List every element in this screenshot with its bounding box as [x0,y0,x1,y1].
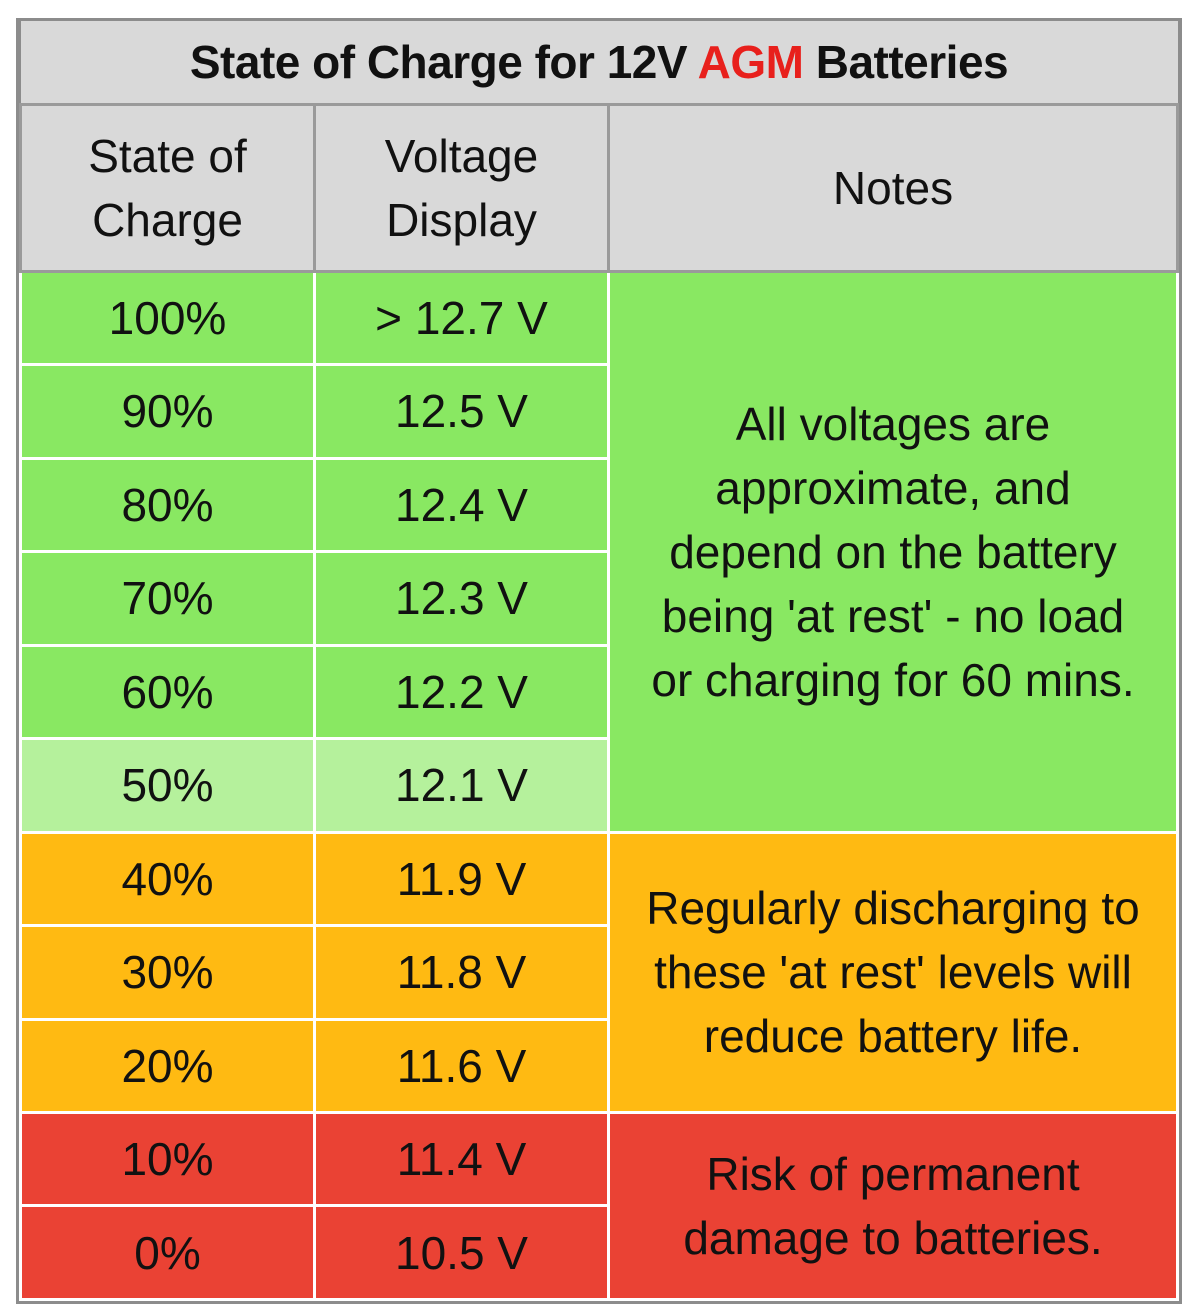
title-suffix: Batteries [803,35,1009,88]
soc-cell: 50% [19,737,316,834]
header-voltage-display: Voltage Display [313,102,610,273]
soc-cell: 30% [19,924,316,1021]
header-state-of-charge: State of Charge [19,102,316,273]
table-row: 40% 11.9 V Regularly discharging to thes… [19,830,1179,1114]
table-row: 60% 12.2 V [19,643,1178,741]
voltage-cell: > 12.7 V [313,269,610,367]
table-row: 50% 12.1 V [19,737,1178,834]
soc-cell: 40% [19,830,316,928]
voltage-cell: 10.5 V [313,1204,610,1301]
header-state-line2: Charge [92,193,243,246]
soc-cell: 60% [19,643,316,741]
table-row: 30% 11.8 V [19,924,1178,1021]
note-amber: Regularly discharging to these 'at rest'… [607,830,1179,1114]
battery-soc-chart: State of Charge for 12V AGM Batteries St… [16,18,1182,1304]
soc-cell: 70% [19,550,316,647]
table-row: 90% 12.5 V [19,363,1178,460]
voltage-cell: 11.6 V [313,1017,610,1114]
header-notes: Notes [607,102,1179,273]
table-row: 70% 12.3 V [19,550,1178,647]
table-row: 80% 12.4 V [19,456,1178,554]
header-voltage-line2: Display [386,193,537,246]
voltage-cell: 12.4 V [313,456,610,554]
note-line: approximate, and [715,461,1071,514]
table-title: State of Charge for 12V AGM Batteries [20,21,1178,106]
soc-cell: 90% [19,363,316,460]
title-prefix: State of Charge for 12V [189,35,698,88]
voltage-cell: 11.8 V [313,924,610,1021]
voltage-cell: 12.2 V [313,643,610,741]
table-row: 20% 11.6 V [19,1017,1178,1114]
note-line: or charging for 60 mins. [651,653,1135,706]
table-row: 100% > 12.7 V All voltages are approxima… [19,269,1179,834]
note-line: Risk of permanent [706,1147,1080,1200]
note-line: these 'at rest' levels will [654,946,1132,999]
note-line: damage to batteries. [683,1211,1103,1264]
title-accent: AGM [697,35,804,88]
soc-cell: 20% [19,1017,316,1114]
header-row: State of Charge Voltage Display Notes [19,102,1179,273]
soc-cell: 0% [19,1204,316,1301]
note-line: All voltages are [735,397,1051,450]
voltage-cell: 11.9 V [313,830,610,928]
voltage-cell: 12.5 V [313,363,610,460]
note-line: being 'at rest' - no load [661,589,1125,642]
soc-table: State of Charge for 12V AGM Batteries St… [19,21,1179,1302]
voltage-cell: 12.3 V [313,550,610,647]
table-row: 10% 11.4 V Risk of permanent damage to b… [19,1110,1179,1302]
header-state-line1: State of [88,129,247,182]
note-line: depend on the battery [669,525,1117,578]
note-line: reduce battery life. [703,1010,1083,1063]
note-red: Risk of permanent damage to batteries. [607,1110,1179,1302]
table-row: 0% 10.5 V [19,1204,1178,1301]
soc-cell: 100% [19,269,316,367]
voltage-cell: 11.4 V [313,1110,610,1208]
header-voltage-line1: Voltage [384,129,539,182]
title-row: State of Charge for 12V AGM Batteries [20,21,1178,106]
voltage-cell: 12.1 V [313,737,610,834]
soc-cell: 10% [19,1110,316,1208]
note-line: Regularly discharging to [646,882,1140,935]
note-green: All voltages are approximate, and depend… [607,269,1179,834]
soc-cell: 80% [19,456,316,554]
